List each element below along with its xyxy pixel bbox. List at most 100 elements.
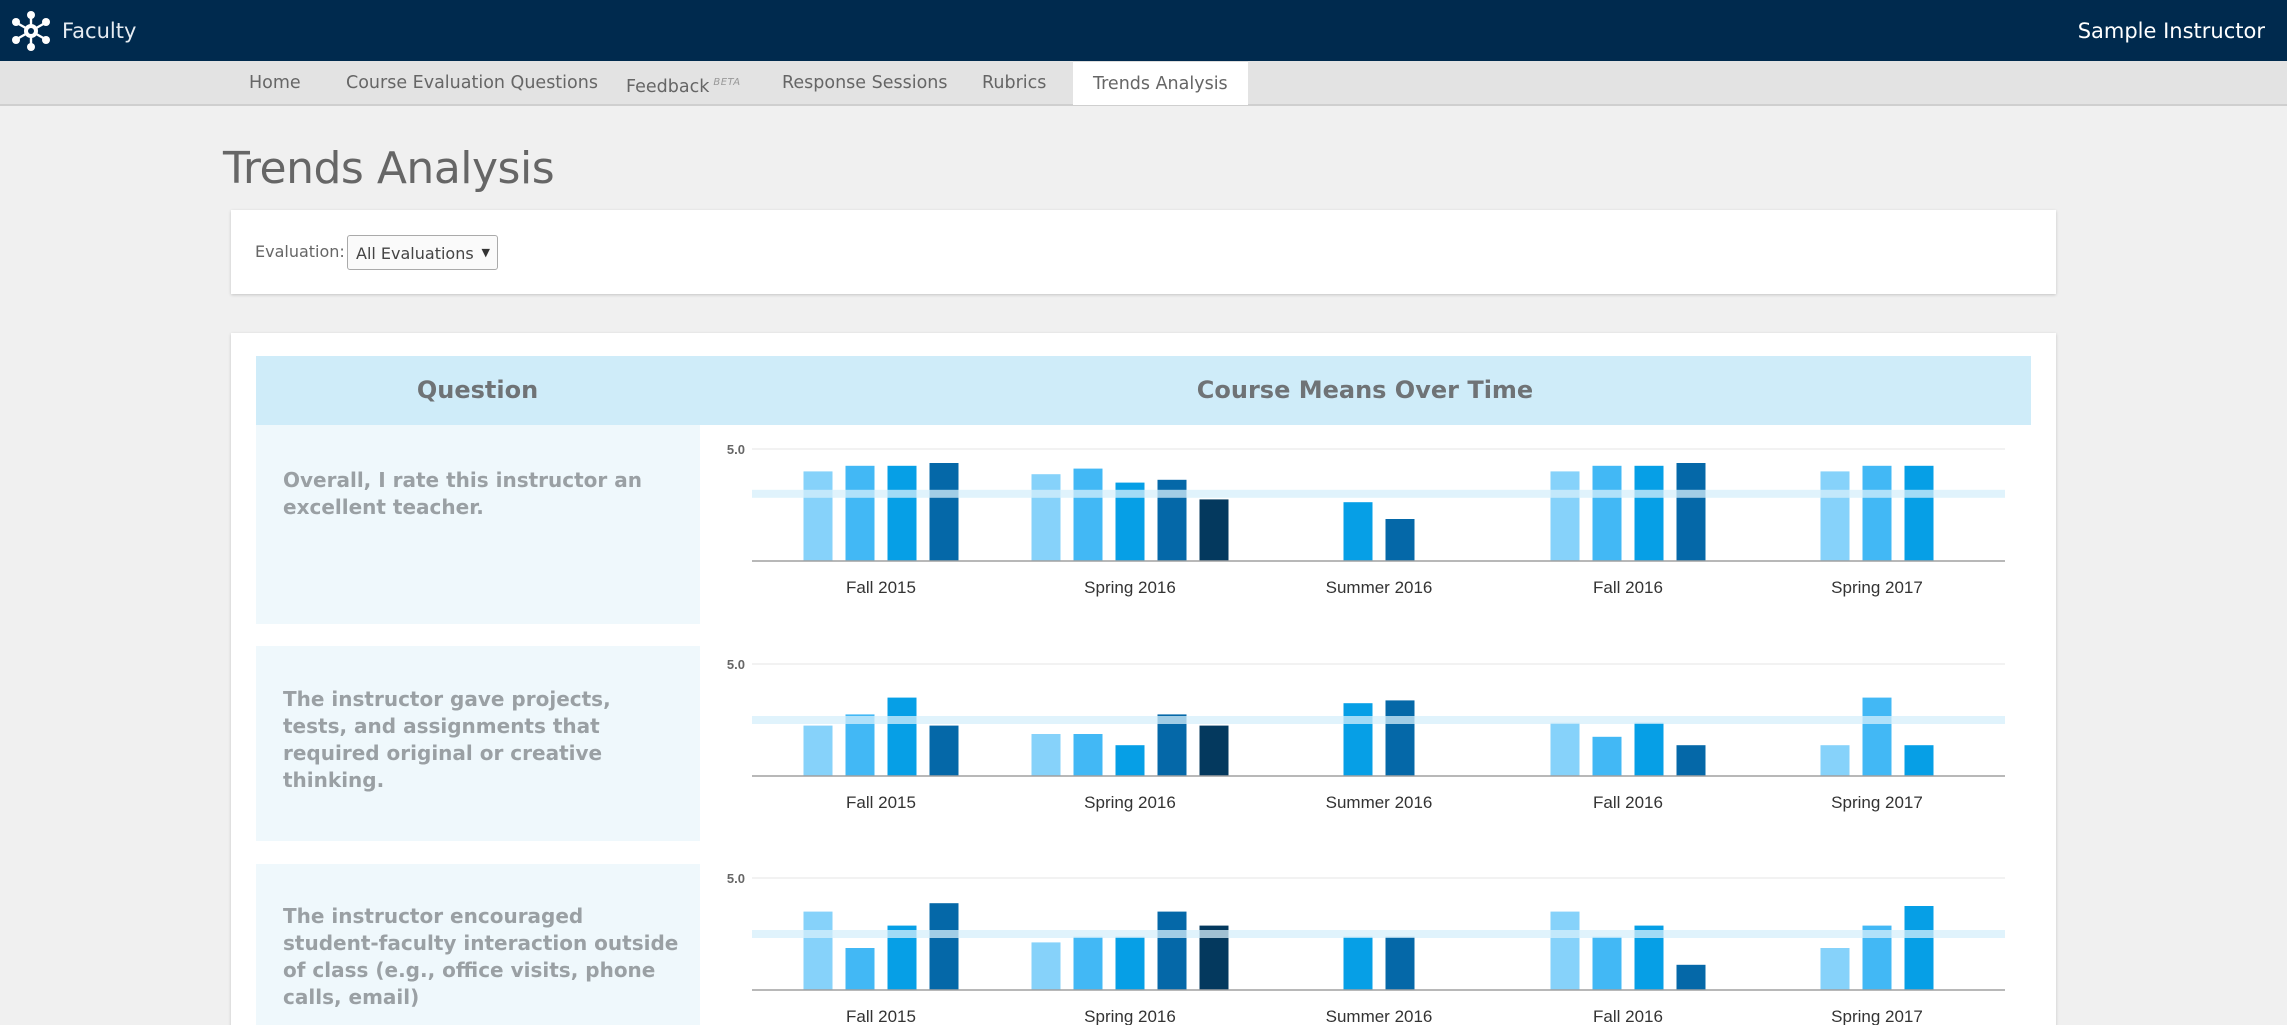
question-text: Overall, I rate this instructor an excel…: [283, 468, 642, 519]
nav-feedback-label: Feedback: [626, 76, 710, 97]
filter-panel: Evaluation: All Evaluations ▼: [231, 210, 2056, 294]
question-cell: The instructor gave projects, tests, and…: [256, 646, 700, 841]
main-nav: Home Course Evaluation Questions Feedbac…: [0, 61, 2287, 106]
bar[interactable]: [1634, 722, 1664, 776]
brand-name: Faculty: [62, 19, 137, 43]
caret-down-icon: ▼: [481, 246, 490, 259]
bar[interactable]: [1592, 936, 1622, 990]
x-tick-label: Summer 2016: [1326, 578, 1433, 597]
bar[interactable]: [845, 948, 875, 990]
evaluation-label: Evaluation:: [255, 242, 345, 261]
x-tick-label: Spring 2017: [1831, 578, 1923, 597]
nav-feedback[interactable]: Feedback BETA: [626, 61, 741, 105]
bar[interactable]: [1073, 734, 1103, 776]
bar[interactable]: [1115, 745, 1145, 776]
bar[interactable]: [803, 471, 833, 561]
top-bar: Faculty Sample Instructor: [0, 0, 2287, 61]
x-tick-label: Spring 2016: [1084, 578, 1176, 597]
page-title: Trends Analysis: [223, 143, 555, 194]
bar[interactable]: [1862, 697, 1892, 776]
bar[interactable]: [1199, 725, 1229, 776]
bar[interactable]: [1676, 463, 1706, 561]
beta-badge: BETA: [713, 77, 741, 88]
bar[interactable]: [929, 725, 959, 776]
nav-response-sessions[interactable]: Response Sessions: [782, 73, 948, 93]
bar[interactable]: [1550, 722, 1580, 776]
x-tick-label: Spring 2016: [1084, 793, 1176, 812]
means-chart: 5.0 Fall 2015 Spring 2016 Summer 2016 Fall 2…: [727, 871, 2005, 1025]
evaluation-select-value: All Evaluations: [356, 244, 474, 263]
bar[interactable]: [929, 903, 959, 990]
bar[interactable]: [1676, 964, 1706, 990]
nav-rubrics[interactable]: Rubrics: [982, 73, 1047, 93]
bar[interactable]: [1115, 936, 1145, 990]
means-chart: 5.0 Fall 2015 Spring 2016 Summer 2016 Fall 2…: [727, 442, 2005, 597]
bar[interactable]: [1676, 745, 1706, 776]
x-tick-label: Spring 2017: [1831, 1007, 1923, 1025]
bar[interactable]: [1073, 936, 1103, 990]
mean-band: [752, 930, 2005, 938]
bar[interactable]: [1031, 942, 1061, 990]
evaluation-select[interactable]: All Evaluations ▼: [347, 235, 498, 270]
bar[interactable]: [1343, 502, 1373, 561]
bar[interactable]: [1550, 911, 1580, 990]
bar[interactable]: [1550, 471, 1580, 561]
bar[interactable]: [1157, 714, 1187, 776]
bar[interactable]: [887, 465, 917, 561]
bar[interactable]: [1343, 703, 1373, 776]
x-tick-label: Summer 2016: [1326, 793, 1433, 812]
bar[interactable]: [803, 911, 833, 990]
x-tick-label: Fall 2015: [846, 1007, 916, 1025]
x-tick-label: Spring 2016: [1084, 1007, 1176, 1025]
bar[interactable]: [1157, 911, 1187, 990]
y-tick-label: 5.0: [727, 871, 745, 886]
x-tick-label: Fall 2016: [1593, 1007, 1663, 1025]
nav-trends-analysis[interactable]: Trends Analysis: [1073, 61, 1248, 105]
y-tick-label: 5.0: [727, 657, 745, 672]
bar[interactable]: [1073, 468, 1103, 561]
network-hub-icon: [12, 11, 50, 51]
mean-band: [752, 716, 2005, 724]
x-tick-label: Fall 2016: [1593, 793, 1663, 812]
x-tick-label: Spring 2017: [1831, 793, 1923, 812]
bar[interactable]: [1385, 700, 1415, 776]
bar[interactable]: [1385, 936, 1415, 990]
question-cell: Overall, I rate this instructor an excel…: [256, 425, 700, 624]
brand[interactable]: Faculty: [10, 10, 136, 52]
nav-home[interactable]: Home: [249, 73, 301, 93]
bar[interactable]: [1904, 745, 1934, 776]
x-tick-label: Fall 2015: [846, 578, 916, 597]
bar[interactable]: [1904, 906, 1934, 990]
x-tick-label: Summer 2016: [1326, 1007, 1433, 1025]
table-header: Question Course Means Over Time: [256, 356, 2031, 425]
bar[interactable]: [845, 714, 875, 776]
bar[interactable]: [1820, 745, 1850, 776]
question-column-header: Question: [416, 376, 539, 404]
means-chart: 5.0 Fall 2015 Spring 2016 Summer 2016 Fall 2…: [727, 657, 2005, 812]
bar[interactable]: [1343, 936, 1373, 990]
bar[interactable]: [1031, 734, 1061, 776]
bar[interactable]: [803, 725, 833, 776]
bar[interactable]: [1820, 948, 1850, 990]
bar[interactable]: [1199, 499, 1229, 561]
bar[interactable]: [1592, 465, 1622, 561]
user-menu[interactable]: Sample Instructor: [2077, 19, 2265, 43]
mean-band: [752, 489, 2005, 498]
question-cell: The instructor encouraged student-facult…: [256, 864, 700, 1025]
question-text: The instructor encouraged student-facult…: [283, 904, 679, 1009]
bar[interactable]: [1031, 474, 1061, 561]
bar[interactable]: [1592, 736, 1622, 776]
nav-course-evaluation-questions[interactable]: Course Evaluation Questions: [346, 73, 598, 93]
bar[interactable]: [1634, 465, 1664, 561]
means-column-header: Course Means Over Time: [1196, 376, 1534, 404]
bar[interactable]: [887, 697, 917, 776]
bar[interactable]: [929, 463, 959, 561]
trends-table: Question Course Means Over Time Overall,…: [231, 333, 2056, 1025]
bar[interactable]: [1862, 465, 1892, 561]
x-tick-label: Fall 2015: [846, 793, 916, 812]
bar[interactable]: [1904, 465, 1934, 561]
x-tick-label: Fall 2016: [1593, 578, 1663, 597]
bar[interactable]: [1820, 471, 1850, 561]
bar[interactable]: [1385, 519, 1415, 561]
bar[interactable]: [845, 465, 875, 561]
